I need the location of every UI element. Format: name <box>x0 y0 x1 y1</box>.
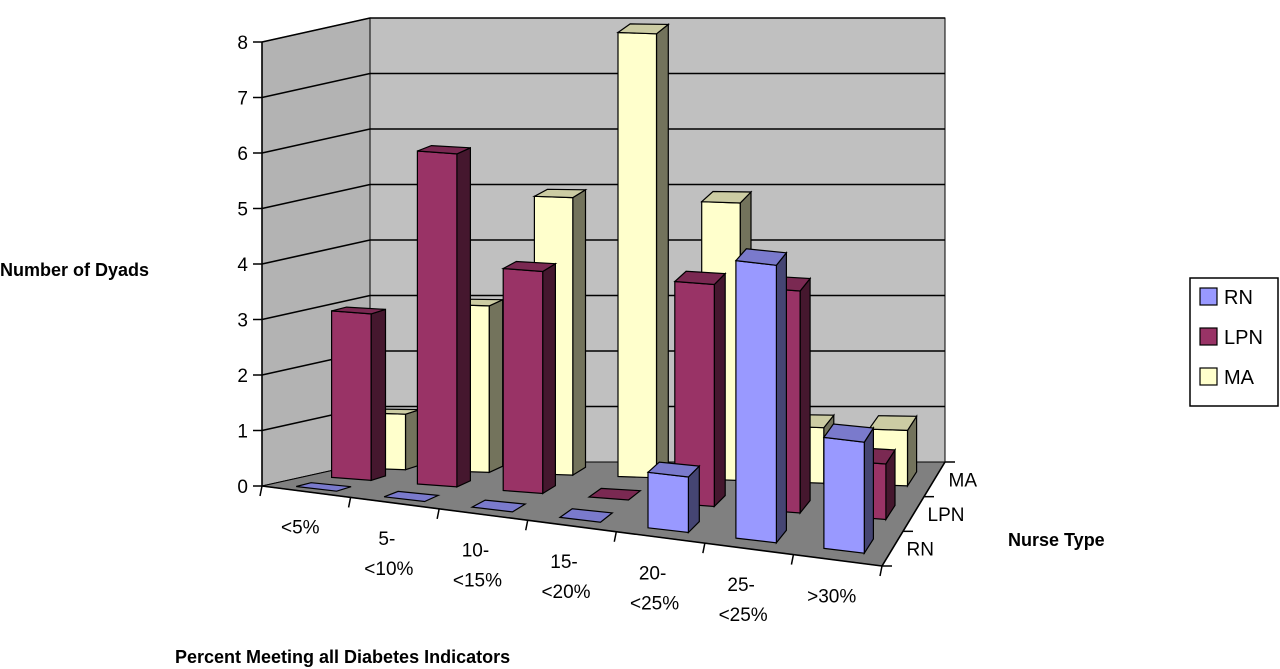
chart-axes <box>253 41 955 577</box>
legend-label-ma: MA <box>1224 367 1255 389</box>
bar-top <box>867 415 918 432</box>
bar-front <box>331 310 372 482</box>
x-axis-title: Percent Meeting all Diabetes Indicators <box>175 647 510 667</box>
y-axis-title: Number of Dyads <box>0 260 149 280</box>
x-tick <box>879 565 883 577</box>
x-tick-label: 10- <box>462 541 489 562</box>
bar-rn-1 <box>296 482 352 492</box>
chart-bars <box>296 23 918 556</box>
bar-rn-2 <box>383 490 441 503</box>
bar-flat <box>587 487 642 501</box>
bar-top <box>673 270 727 286</box>
x-tick <box>790 554 795 565</box>
z-axis-title: Nurse Type <box>1008 530 1105 550</box>
legend: RN LPN MA <box>1189 277 1279 407</box>
x-axis-line <box>261 485 883 567</box>
bar-lpn-3 <box>501 260 558 495</box>
bar-side <box>863 425 875 556</box>
gridline <box>261 17 945 43</box>
z-tick-label: RN <box>907 540 934 561</box>
y-tick-label: 8 <box>237 33 248 54</box>
y-tick-label: 6 <box>237 144 248 165</box>
bar-side <box>542 262 557 495</box>
x-tick-label: 5- <box>378 529 395 550</box>
bar-flat <box>558 508 614 523</box>
bar-flat <box>296 482 352 492</box>
y-tick-label: 4 <box>237 255 248 276</box>
gridline <box>261 183 945 210</box>
chart-labels: 0 1 2 3 4 5 6 7 8 <5% 5- <10% 10- <15% 15- <20% 20- <25% 2… <box>237 33 977 626</box>
bar-top <box>734 248 788 266</box>
bar-top <box>822 423 875 443</box>
x-tick <box>259 485 263 497</box>
z-tick-label: MA <box>949 470 978 491</box>
bar-front <box>502 267 544 495</box>
bar-rn-5 <box>646 461 701 534</box>
bar-side <box>370 308 387 482</box>
y-tick-label: 3 <box>237 311 248 332</box>
x-tick-label: <15% <box>453 571 502 592</box>
gridline <box>261 239 945 265</box>
x-tick <box>702 542 706 554</box>
bar-lpn-5 <box>673 270 727 508</box>
bar-rn-3 <box>470 499 528 513</box>
bar-front <box>735 259 778 544</box>
gridline <box>261 128 945 154</box>
bar-side <box>799 276 811 515</box>
x-tick-label: <5% <box>281 518 320 539</box>
bar-rn-7 <box>822 423 875 556</box>
z-axis-line <box>881 461 946 567</box>
bar-lpn-2 <box>416 144 471 488</box>
bar-top <box>616 23 670 35</box>
y-tick-label: 7 <box>237 89 248 110</box>
bar-top <box>646 461 701 478</box>
x-tick-label: 20- <box>639 563 666 584</box>
bar-flat <box>383 490 441 503</box>
legend-swatch-lpn <box>1199 327 1218 346</box>
bar-side <box>655 23 669 480</box>
y-tick-label: 5 <box>237 200 248 221</box>
bar-ma-4 <box>616 23 670 480</box>
legend-label-rn: RN <box>1224 287 1253 309</box>
bar-front <box>647 471 690 534</box>
bar-top <box>700 190 753 204</box>
x-tick <box>524 520 529 531</box>
bar-front <box>617 31 658 479</box>
bar-flat <box>470 499 528 513</box>
bar-rn-6 <box>734 248 788 545</box>
bar-rn-4 <box>558 508 614 523</box>
bar-top <box>331 306 386 315</box>
bar-front <box>823 436 865 554</box>
gridline <box>261 72 945 99</box>
y-tick-label: 1 <box>237 422 248 443</box>
x-tick-label: 25- <box>727 575 754 596</box>
bar-side <box>775 251 788 545</box>
x-tick-label: <25% <box>719 605 768 626</box>
x-tick-label: <20% <box>541 582 590 603</box>
bar-top <box>532 188 588 199</box>
bar-side <box>572 188 587 477</box>
x-tick <box>347 497 352 508</box>
x-tick <box>436 508 440 520</box>
bar-side <box>713 272 726 508</box>
bar-front <box>416 150 458 488</box>
bar-lpn-1 <box>331 306 387 482</box>
x-tick-label: >30% <box>807 586 856 607</box>
legend-swatch-ma <box>1199 367 1218 386</box>
x-tick-label: <10% <box>364 559 413 580</box>
legend-label-lpn: LPN <box>1224 327 1263 349</box>
z-tick-label: LPN <box>928 505 965 526</box>
y-tick-label: 2 <box>237 366 248 387</box>
x-tick-label: <25% <box>630 593 679 614</box>
bar-top <box>501 260 558 273</box>
y-tick-label: 0 <box>237 477 248 498</box>
bar-top <box>417 144 471 155</box>
x-tick <box>613 531 618 542</box>
legend-swatch-rn <box>1199 287 1218 306</box>
bar-side <box>488 298 504 474</box>
x-tick-label: 15- <box>550 552 577 573</box>
bar-side <box>456 146 471 488</box>
bar-lpn-4 <box>587 487 642 501</box>
